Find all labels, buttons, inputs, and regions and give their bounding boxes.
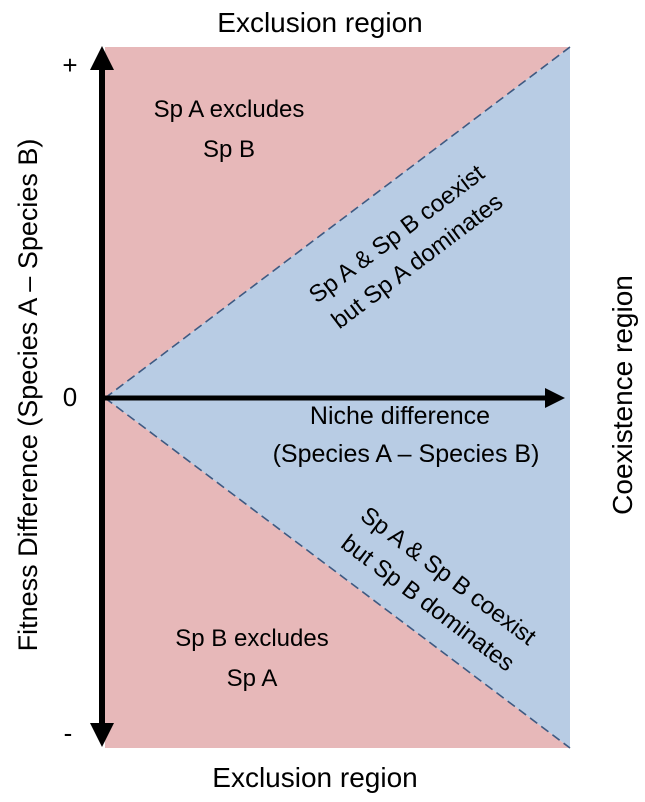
region-a-excludes-line1: Sp A excludes	[154, 96, 305, 123]
right-region-label: Coexistence region	[607, 275, 638, 515]
y-axis-label: Fitness Difference (Species A – Species …	[13, 139, 43, 652]
region-b-excludes-line1: Sp B excludes	[175, 625, 328, 652]
top-region-label: Exclusion region	[217, 7, 422, 38]
y-tick-plus: +	[62, 50, 77, 80]
y-tick-zero: 0	[63, 382, 77, 412]
bottom-region-label: Exclusion region	[212, 762, 417, 793]
x-axis-label-line2: (Species A – Species B)	[273, 440, 540, 468]
x-axis-label-line1: Niche difference	[310, 402, 490, 430]
region-a-excludes-line2: Sp B	[203, 136, 255, 163]
y-tick-minus: -	[64, 718, 73, 748]
region-b-excludes-line2: Sp A	[227, 665, 278, 692]
